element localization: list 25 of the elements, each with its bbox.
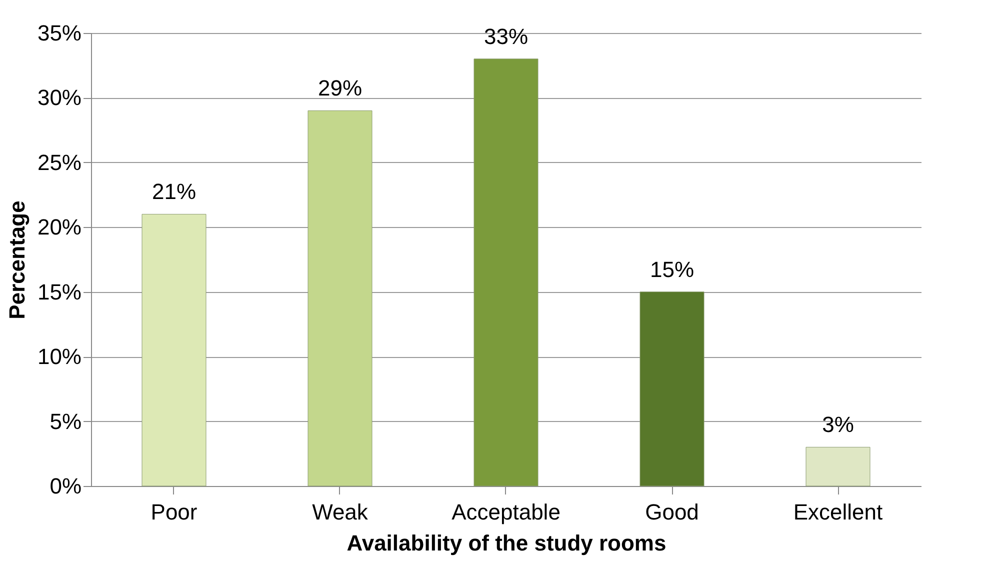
data-label: 3%: [822, 412, 854, 438]
bar: [806, 446, 870, 486]
bar: [142, 214, 206, 486]
data-label: 21%: [152, 179, 196, 204]
y-axis-title: Percentage: [4, 200, 30, 320]
data-label: 29%: [318, 76, 362, 101]
y-tick-label: 35%: [37, 20, 82, 46]
x-tick-label: Good: [645, 500, 699, 524]
y-tick-label: 25%: [37, 150, 82, 175]
y-tick-label: 0%: [50, 474, 82, 498]
bar: [474, 58, 538, 486]
x-axis-title: Availability of the study rooms: [346, 530, 666, 556]
x-tick-label: Poor: [150, 500, 198, 524]
x-tick-label: Acceptable: [452, 500, 560, 524]
x-tick-label: Weak: [312, 500, 369, 524]
data-label: 33%: [484, 24, 528, 49]
x-tick-label: Excellent: [793, 500, 883, 524]
y-tick-label: 5%: [50, 408, 82, 434]
bar: [308, 110, 372, 486]
y-tick-label: 30%: [37, 85, 82, 110]
y-tick-label: 10%: [37, 344, 82, 370]
y-tick-label: 20%: [37, 214, 82, 240]
bar: [640, 292, 704, 486]
data-label: 15%: [650, 256, 694, 282]
y-tick-label: 15%: [37, 279, 82, 304]
